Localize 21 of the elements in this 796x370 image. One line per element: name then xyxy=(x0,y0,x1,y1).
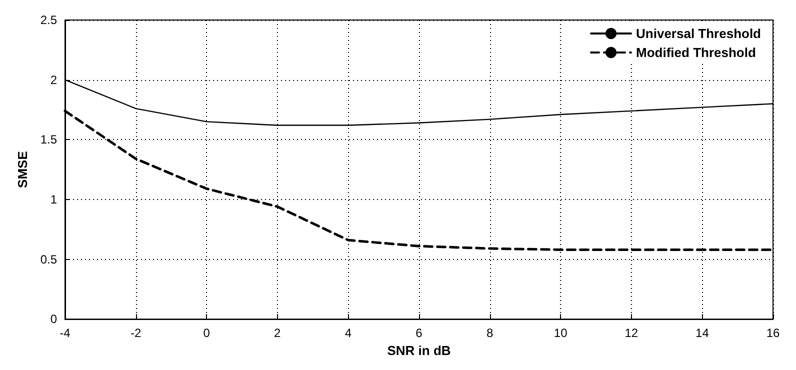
x-tick-label: 12 xyxy=(624,326,638,340)
y-tick-label: 0 xyxy=(50,312,58,326)
y-axis-title: SMSE xyxy=(15,150,30,188)
y-tick-label: 1 xyxy=(50,192,58,206)
y-tick-label: 2 xyxy=(50,72,58,87)
x-tick-label: 16 xyxy=(766,326,780,340)
x-tick-label: 6 xyxy=(416,326,423,340)
x-tick-label: 8 xyxy=(486,326,494,340)
x-tick-label: -2 xyxy=(130,326,142,340)
x-axis-title: SNR in dB xyxy=(387,343,451,358)
y-tick-label: 2.5 xyxy=(40,13,58,27)
x-tick-label: 14 xyxy=(696,326,710,340)
x-tick-label: 0 xyxy=(203,326,210,340)
legend-label: Universal Threshold xyxy=(636,26,762,41)
y-tick-label: 1.5 xyxy=(40,132,58,147)
x-tick-label: 10 xyxy=(554,326,568,340)
y-tick-label: 0.5 xyxy=(40,252,58,266)
x-tick-label: -4 xyxy=(60,326,71,340)
x-tick-label: 2 xyxy=(274,326,282,340)
x-tick-label: 4 xyxy=(344,326,352,340)
legend-label: Modified Threshold xyxy=(636,45,756,60)
